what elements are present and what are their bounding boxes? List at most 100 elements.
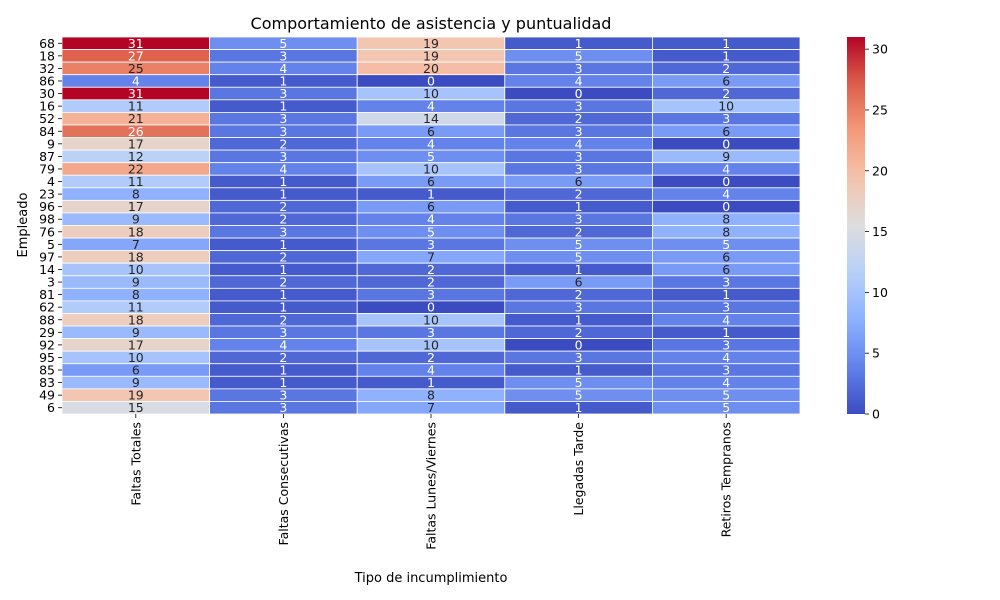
y-tick-label: 96 xyxy=(39,199,55,214)
y-tick-label: 95 xyxy=(39,350,55,365)
cell-value-label: 1 xyxy=(575,262,583,277)
cell-value-label: 5 xyxy=(575,388,583,403)
cell-value-label: 3 xyxy=(575,149,583,164)
cell-value-label: 1 xyxy=(575,36,583,51)
cell-value-label: 9 xyxy=(132,212,140,227)
cell-value-label: 22 xyxy=(128,161,144,176)
cell-value-label: 2 xyxy=(279,199,287,214)
cell-value-label: 1 xyxy=(722,48,730,63)
y-tick-label: 29 xyxy=(39,325,55,340)
y-tick-labels: 6818328630165284987794239698765971438162… xyxy=(39,36,62,415)
cell-value-label: 3 xyxy=(279,149,287,164)
y-tick-label: 97 xyxy=(39,249,55,264)
cell-value-label: 3 xyxy=(722,363,730,378)
cell-value-label: 3 xyxy=(279,400,287,415)
y-tick-label: 68 xyxy=(39,36,55,51)
cell-value-label: 3 xyxy=(575,350,583,365)
y-tick-label: 84 xyxy=(39,124,55,139)
cell-value-label: 5 xyxy=(427,224,435,239)
cell-value-label: 8 xyxy=(722,212,730,227)
y-tick-label: 30 xyxy=(39,86,55,101)
cell-value-label: 10 xyxy=(423,86,439,101)
cell-value-label: 17 xyxy=(128,136,144,151)
cell-value-label: 20 xyxy=(423,61,439,76)
y-tick-label: 4 xyxy=(47,174,55,189)
cell-value-label: 8 xyxy=(722,224,730,239)
cell-value-label: 19 xyxy=(423,48,439,63)
cell-value-label: 8 xyxy=(427,388,435,403)
cell-value-label: 2 xyxy=(722,86,730,101)
cell-value-label: 1 xyxy=(575,400,583,415)
cell-value-label: 4 xyxy=(279,337,287,352)
y-tick-label: 49 xyxy=(39,388,55,403)
y-tick-label: 23 xyxy=(39,187,55,202)
cell-value-label: 0 xyxy=(427,73,435,88)
x-tick-label: Faltas Consecutivas xyxy=(276,422,291,545)
cell-value-label: 6 xyxy=(722,249,730,264)
cell-value-label: 0 xyxy=(575,337,583,352)
cell-value-label: 10 xyxy=(423,312,439,327)
cell-value-label: 6 xyxy=(427,174,435,189)
cell-value-label: 1 xyxy=(279,363,287,378)
cell-value-label: 0 xyxy=(722,174,730,189)
cell-value-label: 3 xyxy=(427,237,435,252)
y-tick-label: 9 xyxy=(47,136,55,151)
cell-value-label: 3 xyxy=(427,325,435,340)
cell-value-label: 1 xyxy=(279,262,287,277)
y-tick-label: 85 xyxy=(39,363,55,378)
colorbar-gradient xyxy=(847,37,865,414)
cell-value-label: 0 xyxy=(427,300,435,315)
cell-value-label: 6 xyxy=(722,124,730,139)
cell-value-label: 2 xyxy=(575,187,583,202)
y-tick-label: 79 xyxy=(39,161,55,176)
cell-value-label: 4 xyxy=(722,312,730,327)
cell-value-label: 5 xyxy=(722,388,730,403)
cell-value-label: 5 xyxy=(722,400,730,415)
cell-value-label: 15 xyxy=(128,400,144,415)
cell-value-label: 6 xyxy=(575,275,583,290)
y-tick-label: 5 xyxy=(47,237,55,252)
cell-value-label: 17 xyxy=(128,199,144,214)
cell-value-label: 4 xyxy=(279,161,287,176)
cell-value-label: 6 xyxy=(722,73,730,88)
cell-value-label: 17 xyxy=(128,337,144,352)
cell-value-label: 2 xyxy=(279,275,287,290)
colorbar-tick-label: 15 xyxy=(872,224,888,239)
cell-value-label: 2 xyxy=(575,325,583,340)
y-tick-label: 14 xyxy=(39,262,55,277)
cell-value-label: 18 xyxy=(128,249,144,264)
cell-value-label: 3 xyxy=(279,224,287,239)
cell-value-label: 10 xyxy=(128,350,144,365)
y-tick-label: 88 xyxy=(39,312,55,327)
cell-value-label: 3 xyxy=(279,111,287,126)
cell-value-label: 1 xyxy=(279,174,287,189)
cell-value-label: 4 xyxy=(575,136,583,151)
y-tick-label: 98 xyxy=(39,212,55,227)
cell-value-label: 11 xyxy=(128,174,144,189)
y-tick-label: 87 xyxy=(39,149,55,164)
cell-value-label: 1 xyxy=(575,312,583,327)
cell-value-label: 9 xyxy=(132,275,140,290)
cell-value-label: 2 xyxy=(722,61,730,76)
cell-value-label: 4 xyxy=(575,73,583,88)
cell-value-label: 19 xyxy=(128,388,144,403)
colorbar-tick-label: 30 xyxy=(872,42,888,57)
y-tick-label: 62 xyxy=(39,300,55,315)
y-axis-label: Empleado xyxy=(16,193,31,258)
cell-value-label: 3 xyxy=(279,48,287,63)
cell-value-label: 0 xyxy=(722,136,730,151)
cell-value-label: 1 xyxy=(279,99,287,114)
cell-value-label: 2 xyxy=(279,136,287,151)
chart-title: Comportamiento de asistencia y puntualid… xyxy=(251,14,612,33)
cell-value-label: 31 xyxy=(128,86,144,101)
cell-value-label: 2 xyxy=(279,350,287,365)
cell-value-label: 3 xyxy=(575,161,583,176)
y-tick-label: 83 xyxy=(39,375,55,390)
x-tick-label: Retiros Tempranos xyxy=(719,422,734,537)
cell-value-label: 1 xyxy=(279,237,287,252)
cell-value-label: 4 xyxy=(132,73,140,88)
x-tick-label: Faltas Totales xyxy=(128,422,143,506)
cell-value-label: 1 xyxy=(279,287,287,302)
y-tick-label: 92 xyxy=(39,337,55,352)
